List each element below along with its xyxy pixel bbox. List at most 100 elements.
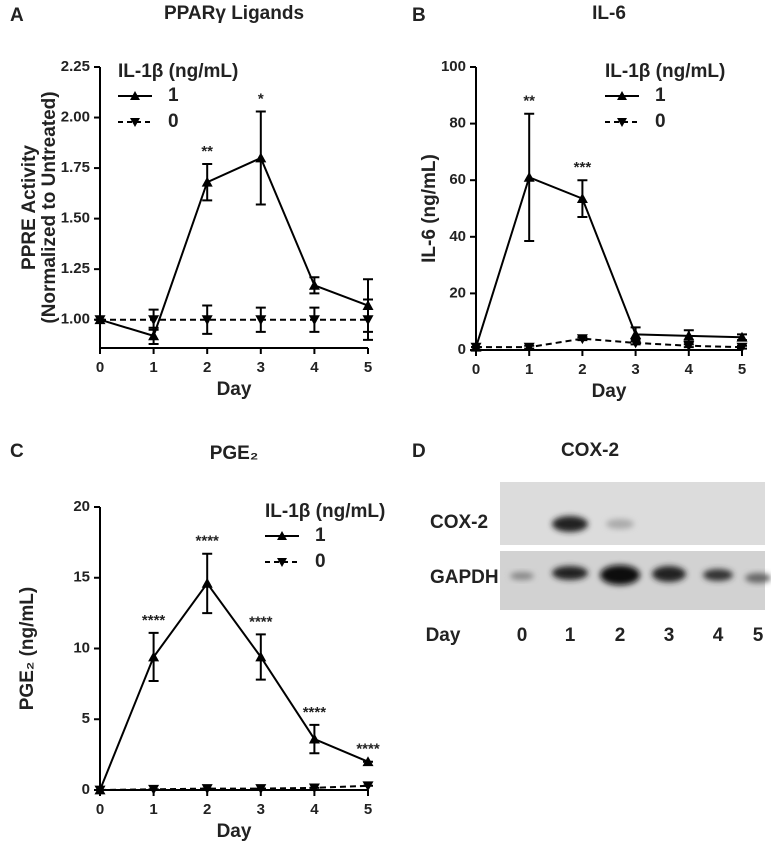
lane-label: 3	[664, 625, 675, 646]
data-point	[201, 176, 213, 187]
data-point	[523, 342, 535, 353]
legend-label: 0	[315, 551, 326, 572]
significance-label: ****	[196, 533, 220, 550]
legend-marker	[130, 118, 140, 127]
significance-label: *	[258, 90, 264, 107]
legend-label: 0	[655, 111, 666, 132]
y-tick-label: 1.00	[61, 311, 90, 328]
data-point	[148, 784, 160, 795]
x-tick-label: 0	[472, 361, 480, 378]
data-point	[362, 300, 374, 310]
y-tick-label: 100	[441, 58, 466, 75]
x-axis-label: Day	[426, 625, 461, 646]
significance-label: **	[523, 93, 535, 110]
x-tick-label: 4	[310, 801, 319, 818]
data-point	[683, 330, 695, 341]
data-point	[148, 651, 160, 662]
significance-label: ****	[356, 741, 380, 758]
legend-marker	[130, 91, 140, 100]
legend-title: IL-1β (ng/mL)	[605, 61, 725, 82]
x-axis-label: Day	[217, 379, 252, 400]
lane-label: 0	[517, 625, 528, 646]
x-tick-label: 0	[96, 359, 104, 376]
series-line	[99, 581, 369, 791]
x-tick-label: 0	[96, 801, 104, 818]
y-axis-label: IL-6 (ng/mL)	[419, 154, 440, 263]
y-tick-label: 5	[82, 710, 90, 727]
panel-letter: D	[412, 441, 426, 462]
x-tick-label: 1	[525, 361, 533, 378]
y-tick-label: 2.00	[61, 109, 90, 126]
data-point	[308, 733, 320, 744]
data-point	[255, 315, 267, 326]
legend-marker	[277, 531, 287, 540]
blot-strip	[500, 482, 765, 545]
legend-title: IL-1β (ng/mL)	[118, 61, 238, 82]
data-point	[576, 193, 588, 203]
chart-title: COX-2	[561, 440, 619, 461]
y-tick-label: 80	[449, 115, 466, 132]
x-tick-label: 4	[310, 359, 319, 376]
data-point	[683, 341, 695, 352]
series-line	[99, 156, 369, 338]
row-label: GAPDH	[430, 567, 499, 588]
data-point	[362, 756, 374, 767]
legend-marker	[617, 118, 627, 127]
x-axis-label: Day	[592, 381, 627, 402]
data-point	[201, 315, 213, 326]
chart-title: PGE₂	[210, 443, 259, 464]
x-tick-label: 1	[149, 359, 157, 376]
y-tick-label: 60	[449, 171, 466, 188]
significance-label: ****	[249, 613, 273, 630]
data-point	[255, 152, 267, 163]
blot-band	[552, 566, 588, 580]
data-point	[94, 314, 106, 325]
y-tick-label: 0	[458, 341, 466, 358]
chart-title: IL-6	[592, 3, 626, 24]
data-point	[576, 334, 588, 345]
significance-label: ***	[574, 159, 592, 176]
legend-marker	[617, 91, 627, 100]
significance-label: ****	[303, 704, 327, 721]
y-tick-label: 20	[73, 498, 90, 515]
x-tick-label: 2	[203, 359, 211, 376]
y-tick-label: 1.50	[61, 210, 90, 227]
y-tick-label: 10	[73, 639, 90, 656]
data-point	[255, 651, 267, 662]
series-line	[99, 784, 369, 791]
data-point	[201, 577, 213, 588]
data-point	[630, 328, 642, 339]
y-tick-label: 40	[449, 228, 466, 245]
data-point	[470, 341, 482, 352]
data-point	[255, 784, 267, 795]
data-point	[148, 315, 160, 326]
row-label: COX-2	[430, 512, 488, 533]
x-tick-label: 5	[738, 361, 746, 378]
x-tick-label: 5	[364, 801, 372, 818]
y-tick-label: 1.25	[61, 260, 90, 277]
legend-label: 1	[655, 85, 666, 106]
blot-band	[510, 572, 534, 580]
y-axis-label: PPRE Activity	[19, 145, 40, 270]
blot-band	[652, 566, 686, 582]
lane-label: 2	[615, 625, 626, 646]
panel-letter: C	[10, 441, 24, 462]
significance-label: **	[201, 143, 213, 160]
x-tick-label: 3	[257, 801, 265, 818]
x-axis-label: Day	[217, 821, 252, 842]
legend-label: 0	[168, 111, 179, 132]
lane-label: 4	[713, 625, 724, 646]
significance-label: ****	[142, 612, 166, 629]
blot-band	[606, 519, 634, 529]
chart-title: PPARγ Ligands	[164, 3, 304, 24]
x-tick-label: 3	[257, 359, 265, 376]
blot-band	[552, 516, 588, 532]
lane-label: 1	[565, 625, 576, 646]
y-tick-label: 15	[73, 569, 90, 586]
y-tick-label: 2.25	[61, 58, 90, 75]
x-tick-label: 2	[578, 361, 586, 378]
legend-title: IL-1β (ng/mL)	[265, 501, 385, 522]
y-tick-label: 20	[449, 284, 466, 301]
panel-letter: B	[412, 5, 426, 26]
data-point	[308, 315, 320, 326]
